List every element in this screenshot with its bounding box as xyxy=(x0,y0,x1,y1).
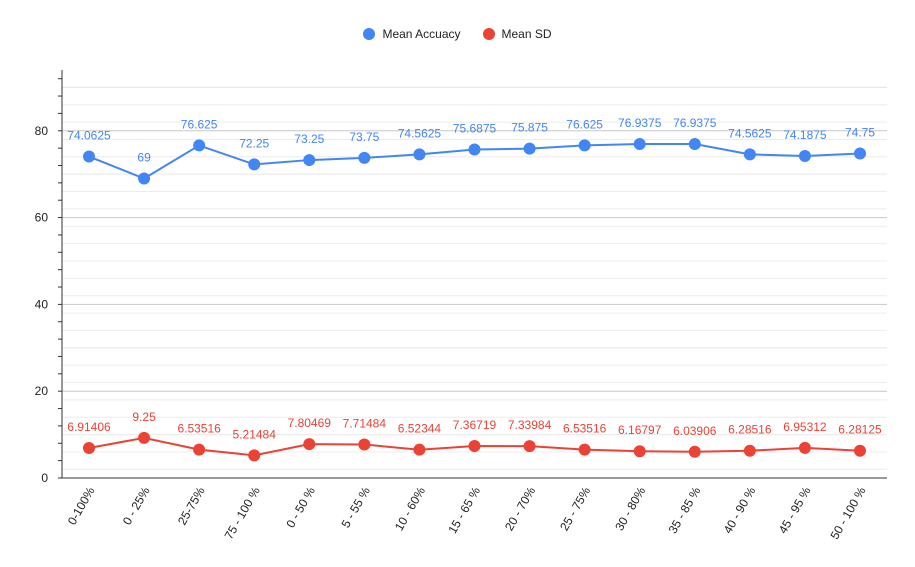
data-label-0: 72.25 xyxy=(239,136,269,150)
data-label-0: 76.625 xyxy=(181,117,218,131)
data-label-0: 73.25 xyxy=(294,132,324,146)
data-point-1 xyxy=(193,443,206,456)
data-point-1 xyxy=(138,431,151,444)
data-label-0: 76.625 xyxy=(566,117,603,131)
data-label-0: 74.75 xyxy=(845,126,875,140)
x-tick-label: 30 - 80% xyxy=(612,484,648,533)
data-point-1 xyxy=(303,438,316,451)
data-label-0: 74.5625 xyxy=(398,126,442,140)
x-tick-label: 10 - 60% xyxy=(392,484,428,533)
data-point-1 xyxy=(248,449,261,462)
y-tick-label: 40 xyxy=(35,297,49,311)
x-tick-label: 15 - 65 % xyxy=(445,484,483,536)
data-label-0: 69 xyxy=(137,151,151,165)
legend-label-accuracy: Mean Accuacy xyxy=(382,27,461,41)
data-label-1: 6.16797 xyxy=(618,423,662,437)
x-tick-label: 0-100% xyxy=(65,484,98,527)
data-label-0: 74.1875 xyxy=(783,128,827,142)
y-tick-label: 20 xyxy=(35,384,49,398)
data-point-0 xyxy=(248,158,261,171)
x-tick-label: 0 - 50 % xyxy=(283,484,318,530)
data-label-1: 6.53516 xyxy=(177,422,221,436)
data-label-1: 6.03906 xyxy=(673,424,717,438)
x-tick-label: 25-75% xyxy=(175,484,208,527)
data-label-0: 75.875 xyxy=(511,121,548,135)
data-point-0 xyxy=(193,139,206,152)
data-point-1 xyxy=(413,443,426,456)
data-point-0 xyxy=(633,138,646,151)
data-point-1 xyxy=(468,440,481,453)
x-tick-label: 25 - 75% xyxy=(557,484,593,533)
data-label-1: 7.80469 xyxy=(288,416,332,430)
data-point-0 xyxy=(798,149,811,162)
legend-item-accuracy[interactable]: Mean Accuacy xyxy=(363,27,461,41)
data-label-0: 76.9375 xyxy=(618,116,662,130)
y-tick-label: 0 xyxy=(41,471,48,485)
data-label-1: 6.53516 xyxy=(563,422,607,436)
x-tick-label: 75 - 100 % xyxy=(222,484,263,542)
data-label-0: 76.9375 xyxy=(673,116,717,130)
data-label-1: 7.33984 xyxy=(508,418,552,432)
data-label-0: 74.5625 xyxy=(728,126,772,140)
data-label-0: 74.0625 xyxy=(67,129,111,143)
x-tick-label: 50 - 100 % xyxy=(827,484,868,542)
data-point-1 xyxy=(854,444,866,457)
x-tick-label: 5 - 55 % xyxy=(338,484,373,530)
data-point-0 xyxy=(688,138,701,151)
data-point-1 xyxy=(358,438,371,451)
data-point-1 xyxy=(798,441,811,454)
data-point-0 xyxy=(303,154,316,167)
data-label-0: 75.6875 xyxy=(453,121,497,135)
legend-label-sd: Mean SD xyxy=(501,27,552,41)
data-point-1 xyxy=(633,445,646,458)
data-point-1 xyxy=(523,440,536,453)
legend-marker-sd xyxy=(482,28,495,40)
data-point-1 xyxy=(578,443,591,456)
data-point-0 xyxy=(358,151,371,164)
y-tick-label: 80 xyxy=(35,124,49,138)
data-label-1: 5.21484 xyxy=(233,427,277,441)
data-point-1 xyxy=(688,445,701,458)
data-label-1: 6.95312 xyxy=(783,420,827,434)
x-tick-label: 35 - 85 % xyxy=(666,484,704,536)
chart-legend: Mean Accuacy Mean SD xyxy=(0,27,915,41)
data-point-0 xyxy=(854,147,866,160)
data-label-1: 7.71484 xyxy=(343,417,387,431)
x-tick-label: 45 - 95 % xyxy=(776,484,814,536)
data-point-0 xyxy=(138,172,151,185)
y-tick-label: 60 xyxy=(35,211,49,225)
data-point-1 xyxy=(83,441,95,454)
data-point-0 xyxy=(413,148,426,161)
data-label-0: 73.75 xyxy=(349,130,379,144)
data-label-1: 6.28125 xyxy=(838,423,882,437)
data-point-0 xyxy=(743,148,756,161)
data-point-0 xyxy=(468,143,481,156)
data-point-0 xyxy=(83,150,95,163)
legend-item-sd[interactable]: Mean SD xyxy=(482,27,552,41)
data-label-1: 6.91406 xyxy=(67,420,111,434)
data-point-0 xyxy=(523,142,536,155)
data-point-1 xyxy=(743,444,756,457)
data-label-1: 9.25 xyxy=(132,410,156,424)
legend-marker-accuracy xyxy=(363,28,376,40)
x-tick-label: 40 - 90 % xyxy=(721,484,759,536)
x-tick-label: 20 - 70% xyxy=(502,484,538,533)
data-label-1: 6.28516 xyxy=(728,423,772,437)
data-point-0 xyxy=(578,139,591,152)
data-label-1: 7.36719 xyxy=(453,418,497,432)
data-label-1: 6.52344 xyxy=(398,422,442,436)
x-tick-label: 0 - 25% xyxy=(120,484,153,527)
